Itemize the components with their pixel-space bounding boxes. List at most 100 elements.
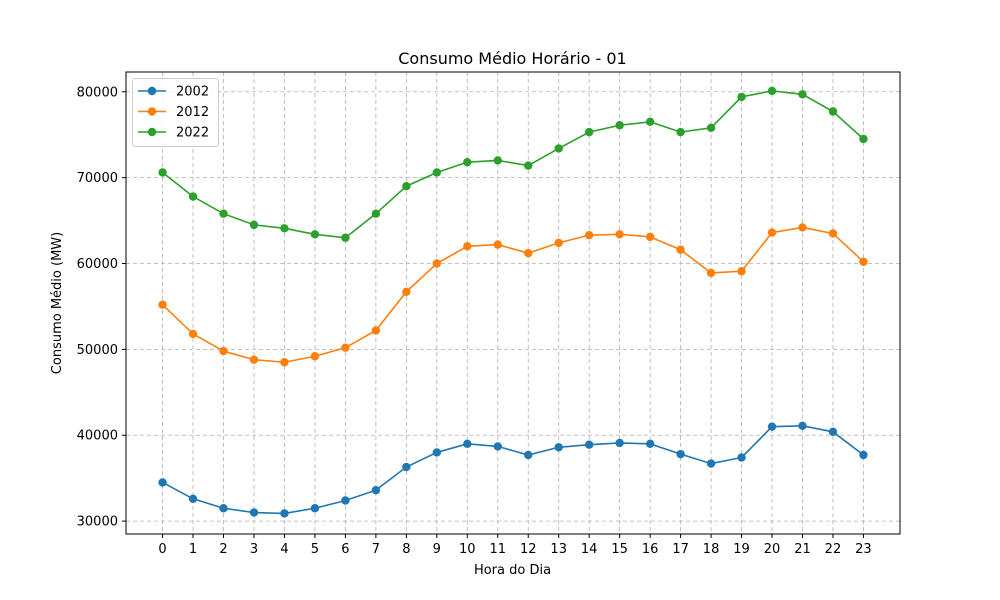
legend-label: 2012 [176,105,209,120]
legend-marker [147,127,157,137]
data-point-2012 [828,229,838,238]
data-point-2002 [188,494,198,503]
data-point-2022 [615,121,624,130]
data-point-2022 [219,209,228,218]
data-point-2012 [219,346,228,356]
data-point-2022 [737,92,746,102]
y-tick-label: 60000 [77,257,118,272]
grid [126,72,900,534]
x-tick-label: 19 [733,542,750,557]
data-point-2012 [645,232,655,242]
data-point-2012 [737,267,746,276]
data-point-2022 [341,233,350,242]
data-point-2002 [249,508,259,517]
y-tick-label: 40000 [77,429,118,444]
data-point-2022 [158,168,167,177]
data-point-2002 [158,478,167,487]
data-point-2012 [615,230,624,239]
data-point-2002 [402,462,411,472]
data-point-2022 [432,168,442,177]
data-point-2002 [463,439,472,449]
data-point-2022 [706,123,716,133]
plot-frame [125,71,901,535]
data-point-2022 [859,134,868,144]
y-tick-label: 30000 [77,515,118,530]
data-point-2002 [676,449,685,459]
x-tick-label: 7 [372,542,380,557]
data-point-2022 [249,220,259,230]
legend-item-2012: 2012 [138,105,209,120]
x-tick-label: 22 [825,542,842,557]
series-2022 [158,86,868,242]
data-point-2022 [584,127,594,137]
data-point-2022 [310,230,320,239]
data-point-2012 [676,245,685,254]
x-tick-label: 21 [794,542,811,557]
data-point-2012 [798,223,807,232]
x-tick-label: 23 [855,542,872,557]
data-point-2012 [493,240,502,249]
data-point-2022 [188,192,198,201]
data-point-2012 [859,257,868,266]
data-point-2012 [463,242,472,251]
data-point-2012 [767,228,777,237]
data-point-2012 [584,230,594,240]
data-point-2002 [859,450,868,460]
data-point-2022 [463,157,472,167]
y-tick-label: 70000 [77,171,118,186]
data-point-2022 [645,117,655,127]
data-point-2022 [371,209,381,218]
data-point-2012 [310,352,320,361]
legend-marker [147,107,157,116]
x-tick-label: 9 [433,542,441,557]
legend-label: 2022 [176,126,209,141]
x-tick-label: 16 [642,542,659,557]
data-point-2002 [280,509,289,518]
x-tick-label: 5 [311,542,319,557]
data-point-2022 [280,224,289,233]
x-tick-label: 10 [459,542,476,557]
x-tick-label: 6 [341,542,349,557]
legend-marker [147,86,157,96]
data-point-2002 [554,443,563,452]
data-point-2022 [828,107,838,116]
x-tick-label: 13 [550,542,567,557]
x-tick-label: 3 [250,542,258,557]
series-layer [158,86,868,518]
data-point-2002 [524,450,533,460]
data-point-2002 [584,440,594,449]
data-point-2002 [645,439,655,449]
data-point-2022 [402,182,411,191]
legend: 2002 2012 2022 [132,78,219,147]
data-point-2012 [706,268,716,278]
x-tick-label: 15 [611,542,628,557]
data-point-2022 [798,90,807,99]
series-line-2022 [162,90,864,239]
data-point-2022 [524,161,533,170]
x-tick-label: 12 [520,542,537,557]
data-point-2012 [249,355,259,364]
data-point-2022 [676,127,685,137]
data-point-2002 [432,448,442,457]
data-point-2012 [371,326,381,335]
x-axis: 0 1 2 3 4 5 6 7 8 9 10 11 12 13 14 15 16 17 18 19 20 21 22 23 [158,534,872,557]
data-point-2002 [371,486,381,495]
y-tick-label: 50000 [77,343,118,358]
x-tick-label: 14 [581,542,598,557]
x-tick-label: 4 [280,542,288,557]
data-point-2012 [280,358,289,367]
data-point-2002 [798,421,807,430]
data-point-2012 [432,259,442,268]
data-point-2002 [615,438,624,448]
data-point-2012 [188,329,198,339]
legend-item-2002: 2002 [138,85,209,100]
x-tick-label: 8 [402,542,410,557]
chart-title: Consumo Médio Horário - 01 [398,49,626,68]
data-point-2002 [767,422,777,431]
series-line-2002 [162,424,864,515]
y-tick-label: 80000 [77,85,118,100]
y-axis: 30000 40000 50000 60000 70000 80000 [77,85,126,530]
data-point-2012 [554,238,563,248]
y-axis-label: Consumo Médio (MW) [50,232,65,374]
